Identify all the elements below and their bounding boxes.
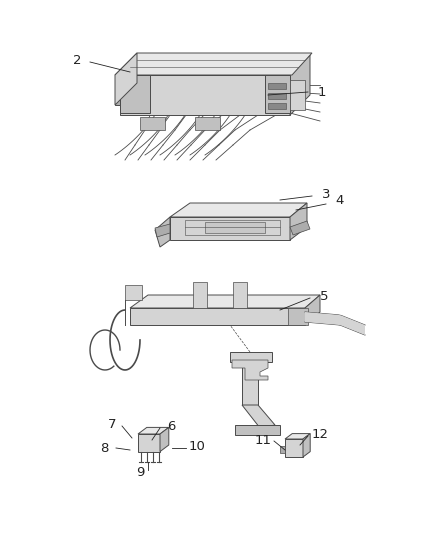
Text: 10: 10: [189, 440, 205, 454]
Polygon shape: [290, 80, 305, 110]
Text: 1: 1: [318, 85, 326, 99]
Polygon shape: [205, 222, 265, 233]
Polygon shape: [170, 217, 290, 240]
Text: 9: 9: [136, 466, 144, 480]
Polygon shape: [242, 360, 258, 405]
Polygon shape: [125, 285, 142, 300]
Text: 8: 8: [100, 441, 108, 455]
Polygon shape: [120, 75, 150, 113]
Polygon shape: [138, 427, 169, 434]
Polygon shape: [195, 117, 220, 130]
Polygon shape: [155, 224, 170, 237]
Polygon shape: [290, 221, 310, 235]
Polygon shape: [288, 308, 308, 325]
Polygon shape: [130, 295, 320, 308]
Text: 7: 7: [108, 418, 116, 432]
Polygon shape: [140, 117, 165, 130]
Polygon shape: [232, 360, 268, 380]
Polygon shape: [303, 434, 310, 457]
Polygon shape: [230, 352, 272, 362]
Polygon shape: [115, 90, 120, 105]
Polygon shape: [115, 53, 137, 105]
Polygon shape: [305, 295, 320, 325]
Polygon shape: [170, 203, 307, 217]
Polygon shape: [130, 308, 305, 325]
Polygon shape: [268, 93, 286, 99]
Polygon shape: [155, 217, 170, 247]
Polygon shape: [305, 312, 365, 335]
Polygon shape: [285, 434, 310, 439]
Polygon shape: [235, 425, 280, 435]
Polygon shape: [233, 282, 247, 308]
Polygon shape: [290, 55, 310, 115]
Polygon shape: [268, 103, 286, 109]
Polygon shape: [160, 427, 169, 451]
Polygon shape: [280, 446, 285, 454]
Polygon shape: [285, 439, 303, 457]
Polygon shape: [265, 75, 290, 113]
Text: 6: 6: [167, 419, 175, 432]
Text: 12: 12: [311, 427, 328, 440]
Polygon shape: [290, 203, 307, 240]
Polygon shape: [185, 220, 280, 235]
Text: 5: 5: [320, 290, 328, 303]
Polygon shape: [242, 405, 275, 428]
Bar: [287, 442, 298, 454]
Text: 2: 2: [73, 53, 81, 67]
Polygon shape: [115, 53, 312, 75]
Polygon shape: [268, 83, 286, 89]
Polygon shape: [193, 282, 207, 308]
Polygon shape: [138, 434, 160, 451]
Polygon shape: [120, 55, 310, 75]
Text: 4: 4: [336, 193, 344, 206]
Polygon shape: [120, 75, 290, 115]
Text: 11: 11: [254, 433, 272, 447]
Text: 3: 3: [322, 189, 330, 201]
